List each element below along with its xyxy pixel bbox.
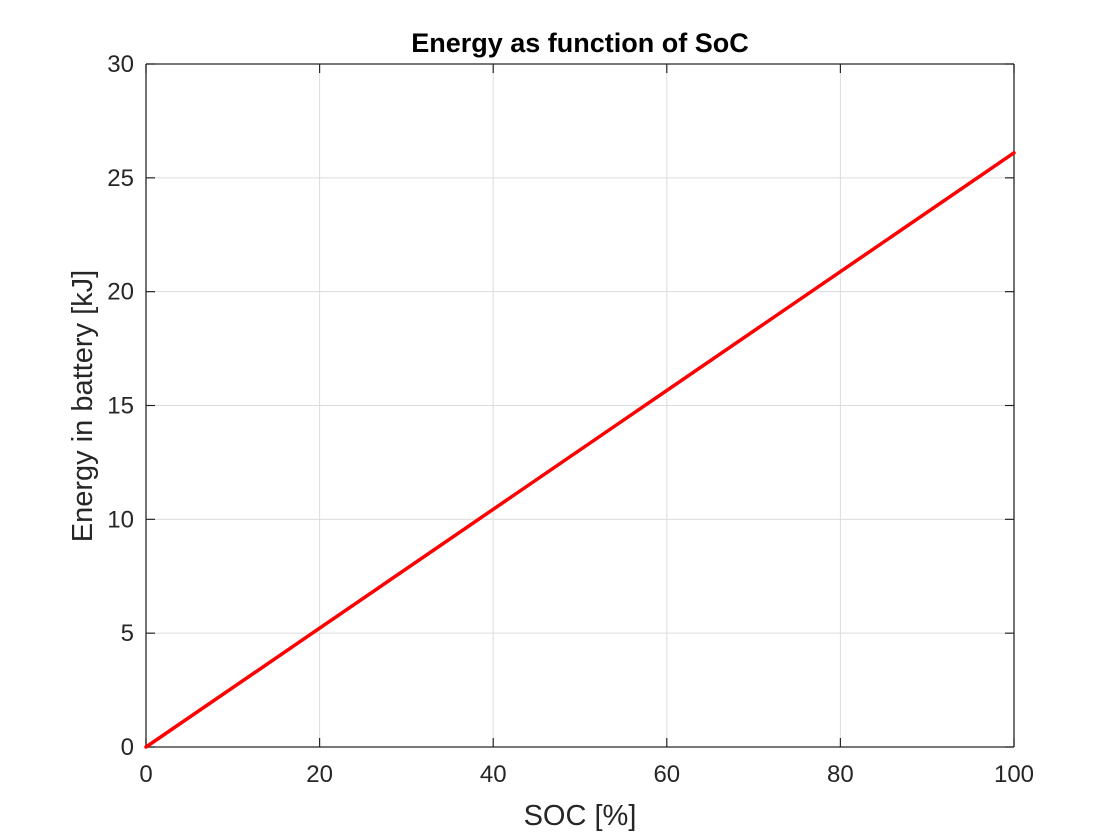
y-tick-label: 20: [107, 279, 134, 306]
x-tick-label: 60: [653, 761, 680, 788]
x-tick-label: 100: [994, 761, 1034, 788]
y-tick-label: 25: [107, 165, 134, 192]
y-tick-label: 0: [121, 734, 134, 761]
y-tick-label: 30: [107, 51, 134, 78]
x-axis-label: SOC [%]: [524, 800, 637, 832]
x-tick-label: 0: [139, 761, 152, 788]
ticks: 0 20 40 60 80 100 0 5 10 15 20 25 30: [107, 51, 1034, 788]
x-tick-label: 40: [480, 761, 507, 788]
series-group: [144, 151, 1016, 749]
y-tick-label: 5: [121, 620, 134, 647]
y-tick-label: 15: [107, 393, 134, 420]
y-axis-label: Energy in battery [kJ]: [67, 270, 99, 542]
chart-title: Energy as function of SoC: [411, 28, 749, 58]
series-line-0: [144, 151, 1016, 749]
x-tick-label: 80: [827, 761, 854, 788]
y-tick-label: 10: [107, 506, 134, 533]
x-tick-label: 20: [306, 761, 333, 788]
